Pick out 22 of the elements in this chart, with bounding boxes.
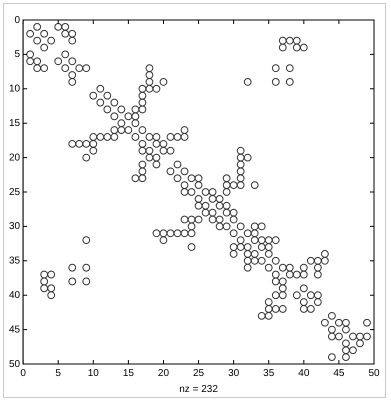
y-tick-label: 30 [9, 221, 21, 232]
x-tick-label: 5 [55, 368, 62, 379]
y-tick-label: 0 [14, 14, 21, 26]
x-tick-label: 45 [333, 368, 345, 379]
y-tick-label: 25 [9, 186, 21, 198]
y-tick-label: 40 [9, 290, 21, 301]
x-axis-title: nz = 232 [179, 384, 218, 395]
y-tick-label: 5 [14, 49, 21, 60]
y-tick-label: 15 [9, 118, 21, 129]
x-tick-label: 40 [298, 368, 310, 379]
x-tick-label: 10 [88, 368, 100, 379]
x-tick-label: 15 [122, 368, 134, 379]
x-tick-label: 20 [158, 368, 170, 379]
x-tick-label: 50 [368, 368, 380, 379]
y-tick-label: 50 [9, 358, 21, 370]
y-tick-label: 10 [9, 84, 21, 95]
y-tick-label: 20 [9, 152, 21, 164]
y-tick-label: 45 [9, 324, 21, 336]
x-tick-label: 35 [263, 368, 275, 379]
x-tick-label: 25 [193, 368, 205, 379]
x-tick-label: 30 [228, 368, 240, 379]
y-tick-label: 35 [9, 256, 21, 267]
